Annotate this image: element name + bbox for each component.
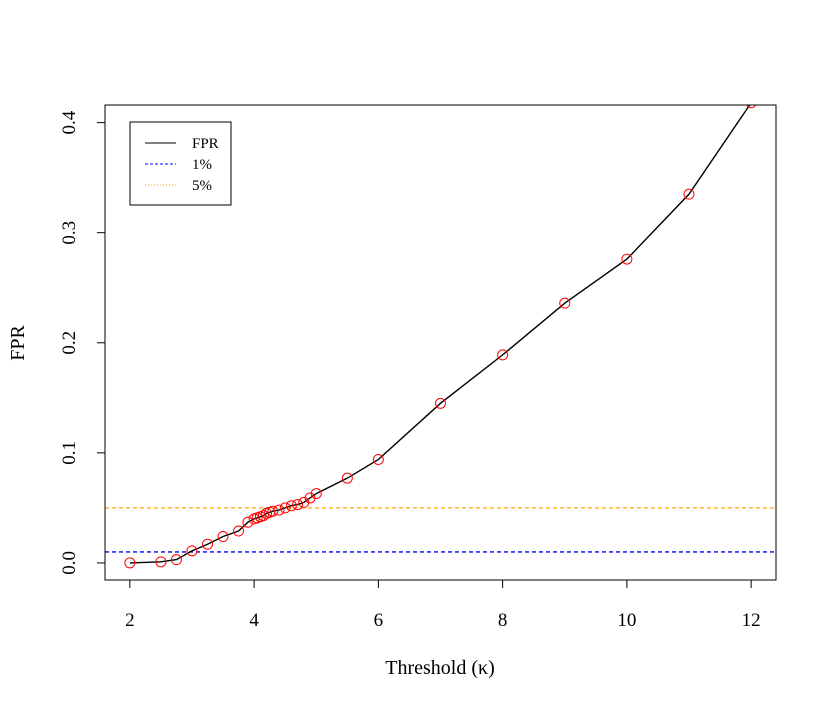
y-tick-label: 0.0 [59,551,80,575]
fpr-point [310,488,322,500]
fpr-point [267,505,279,517]
y-tick-label: 0.2 [59,331,80,355]
fpr-point [746,105,757,109]
x-tick-label: 4 [249,610,259,631]
y-tick-label: 0.3 [59,221,80,245]
x-tick-label: 10 [617,610,636,631]
fpr-point [233,525,245,537]
x-tick-label: 2 [125,610,135,631]
legend-label-5pct: 5% [192,178,212,194]
y-axis: 0.0 0.1 0.2 0.3 0.4 [59,110,105,575]
legend-label-fpr: FPR [192,136,219,152]
fpr-point [285,500,297,512]
fpr-point [497,349,509,361]
y-tick-label: 0.4 [59,110,80,134]
fpr-point [257,510,269,522]
y-axis-label: FPR [7,325,29,361]
fpr-point [217,531,229,543]
fpr-markers [124,105,757,569]
fpr-point [279,502,291,514]
x-tick-label: 12 [742,610,761,631]
fpr-point [155,556,167,568]
x-axis: 2 4 6 8 10 12 [125,580,761,631]
fpr-point [621,253,633,265]
fpr-point [341,472,353,484]
legend-label-1pct: 1% [192,157,212,173]
fpr-point [124,557,136,569]
fpr-point [559,297,571,309]
fpr-point [292,499,304,511]
x-tick-label: 6 [374,610,384,631]
fpr-point [435,397,446,409]
fpr-point [273,504,285,516]
x-axis-label: Threshold (κ) [385,657,495,679]
fpr-point [170,554,182,566]
fpr-point [683,188,695,200]
fpr-series [129,105,751,564]
fpr-point [372,453,384,465]
x-tick-label: 8 [498,610,508,631]
fpr-line [129,105,751,564]
fpr-point [242,516,254,528]
fpr-point [186,545,198,557]
fpr-point [202,538,214,550]
legend: FPR 1% 5% [129,121,232,206]
y-tick-label: 0.1 [59,441,80,465]
